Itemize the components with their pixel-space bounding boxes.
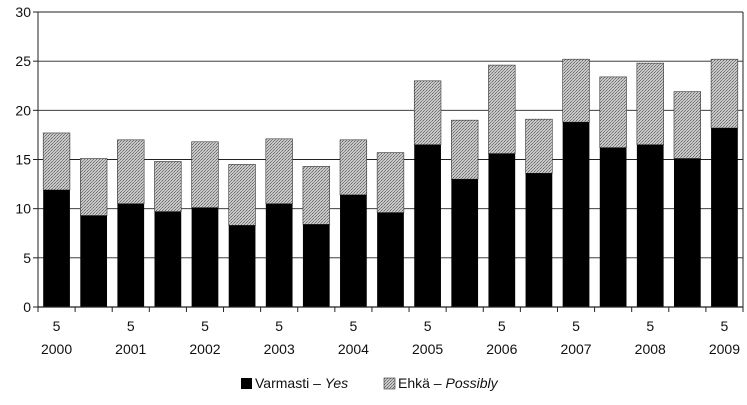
y-tick-label: 30 bbox=[15, 4, 31, 20]
bar-yes bbox=[43, 189, 70, 307]
bar-possibly bbox=[339, 139, 368, 196]
bar-yes bbox=[414, 144, 441, 307]
bar-yes bbox=[673, 158, 701, 307]
bar-possibly bbox=[117, 139, 145, 205]
bar-yes bbox=[191, 207, 219, 307]
bar-possibly bbox=[636, 62, 664, 146]
bar-yes bbox=[302, 224, 330, 307]
bar-possibly bbox=[525, 118, 553, 174]
bar-possibly bbox=[488, 64, 516, 154]
x-tick-label-year: 2008 bbox=[635, 341, 666, 357]
bar-yes bbox=[228, 225, 256, 307]
bar-possibly bbox=[413, 80, 442, 146]
bar-possibly bbox=[673, 91, 701, 159]
x-tick-label-month: 5 bbox=[646, 318, 654, 334]
bar-yes bbox=[265, 203, 293, 307]
legend-label-yes: Varmasti – Yes bbox=[255, 375, 348, 391]
legend-swatch-possibly bbox=[383, 377, 396, 390]
y-tick-label: 0 bbox=[23, 299, 31, 315]
x-tick-label-year: 2004 bbox=[338, 341, 369, 357]
x-tick-label-month: 5 bbox=[349, 318, 357, 334]
x-tick-label-year: 2001 bbox=[115, 341, 146, 357]
x-tick-label-month: 5 bbox=[53, 318, 61, 334]
bar-yes bbox=[525, 173, 553, 307]
bar-yes bbox=[451, 179, 479, 307]
x-tick-label-month: 5 bbox=[721, 318, 729, 334]
bar-possibly bbox=[228, 164, 256, 226]
bars bbox=[42, 58, 739, 307]
x-tick-label-year: 2002 bbox=[189, 341, 220, 357]
bar-possibly bbox=[710, 58, 739, 129]
bar-possibly bbox=[191, 141, 219, 208]
bar-yes bbox=[711, 128, 738, 307]
x-tick-label-year: 2003 bbox=[264, 341, 295, 357]
y-tick-label: 15 bbox=[15, 152, 31, 168]
x-tick-label-year: 2006 bbox=[486, 341, 517, 357]
bar-yes bbox=[562, 122, 590, 307]
x-tick-label-year: 2005 bbox=[412, 341, 443, 357]
legend-swatch-yes bbox=[241, 378, 252, 389]
y-tick-label: 25 bbox=[15, 53, 31, 69]
bar-possibly bbox=[302, 166, 330, 225]
x-tick-label-month: 5 bbox=[498, 318, 506, 334]
legend: Varmasti – Yes Ehkä – Possibly bbox=[241, 375, 499, 391]
bar-yes bbox=[80, 215, 108, 307]
axes: 0 5 10 15 20 25 30 5 2000 5 2001 5 2002 5 2003 5 2004 5 20… bbox=[15, 4, 744, 357]
y-tick-label: 10 bbox=[15, 201, 31, 217]
x-tick-label-month: 5 bbox=[127, 318, 135, 334]
bar-yes bbox=[154, 211, 182, 307]
x-tick-label-month: 5 bbox=[275, 318, 283, 334]
bar-possibly bbox=[451, 119, 479, 180]
bar-possibly bbox=[42, 132, 71, 191]
bar-possibly bbox=[562, 58, 590, 123]
bar-possibly bbox=[265, 138, 293, 205]
bar-yes bbox=[377, 212, 404, 307]
bar-yes bbox=[117, 203, 145, 307]
x-tick-label-year: 2000 bbox=[41, 341, 72, 357]
x-tick-label-month: 5 bbox=[572, 318, 580, 334]
bar-possibly bbox=[154, 161, 182, 212]
bar-yes bbox=[636, 144, 664, 307]
bar-possibly bbox=[599, 76, 627, 149]
bar-yes bbox=[599, 147, 627, 307]
x-tick-label-month: 5 bbox=[424, 318, 432, 334]
y-tick-label: 20 bbox=[15, 102, 31, 118]
bar-yes bbox=[340, 194, 367, 307]
x-tick-label-year: 2009 bbox=[709, 341, 740, 357]
bar-possibly bbox=[376, 152, 405, 213]
bar-possibly bbox=[80, 158, 108, 216]
bar-yes bbox=[488, 153, 516, 307]
x-tick-label-month: 5 bbox=[201, 318, 209, 334]
x-tick-label-year: 2007 bbox=[560, 341, 591, 357]
y-tick-label: 5 bbox=[23, 250, 31, 266]
legend-label-possibly: Ehkä – Possibly bbox=[398, 375, 499, 391]
